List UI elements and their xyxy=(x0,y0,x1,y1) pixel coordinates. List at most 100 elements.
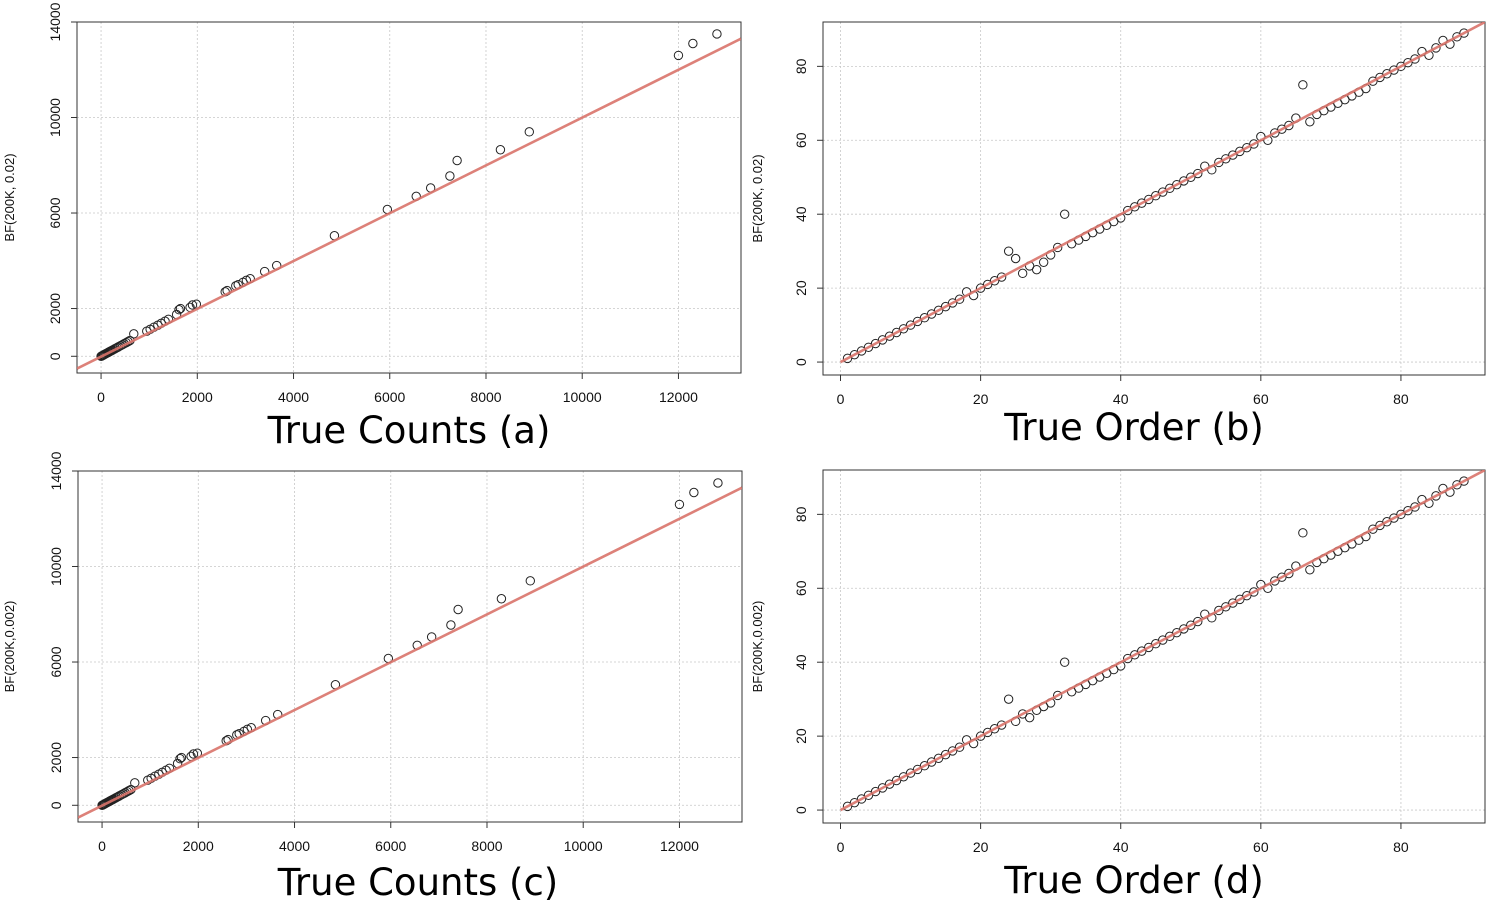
data-point xyxy=(1431,43,1441,53)
plot-frame xyxy=(822,21,1486,376)
plot-frame xyxy=(76,21,742,374)
x-tick-label: 0 xyxy=(97,389,105,405)
x-tick-label: 6000 xyxy=(375,838,406,854)
data-point xyxy=(452,155,462,166)
fit-line xyxy=(77,37,741,370)
data-point xyxy=(713,478,723,488)
data-point xyxy=(1431,491,1441,501)
data-point xyxy=(1459,476,1469,486)
x-tick-label: 0 xyxy=(98,838,106,854)
x-tick-label: 10000 xyxy=(564,838,603,854)
y-tick-label: 60 xyxy=(793,580,809,596)
x-axis-caption: True Order (d) xyxy=(1003,859,1264,902)
y-tick-label: 20 xyxy=(793,728,809,744)
plot-d: 0 20 40 60 80 0 20 40 60 80 BF(200K,0.002) True Ord… xyxy=(750,469,1486,902)
y-tick-label: 60 xyxy=(793,132,809,148)
y-tick-label: 80 xyxy=(793,506,809,522)
y-axis-label: BF(200K, 0.02) xyxy=(2,153,17,241)
x-axis-caption: True Order (b) xyxy=(1003,406,1264,449)
x-tick-label: 20 xyxy=(973,839,989,855)
fit-line xyxy=(839,22,1485,364)
data-point xyxy=(712,29,722,39)
data-point xyxy=(446,620,456,630)
plot-frame xyxy=(77,470,743,823)
data-point xyxy=(1017,268,1028,279)
data-point xyxy=(1305,565,1315,575)
data-point xyxy=(1410,54,1420,64)
y-tick-label: 0 xyxy=(48,801,64,809)
y-tick-label: 0 xyxy=(793,358,809,366)
data-point xyxy=(1052,242,1063,253)
y-tick-label: 40 xyxy=(793,654,809,670)
x-tick-label: 8000 xyxy=(470,389,501,405)
data-point xyxy=(1003,246,1014,256)
y-tick-label: 80 xyxy=(793,58,809,74)
data-point xyxy=(996,720,1007,730)
data-point xyxy=(996,272,1007,282)
data-point xyxy=(1010,253,1021,264)
data-point xyxy=(130,778,140,788)
data-point xyxy=(453,604,463,615)
data-point xyxy=(524,127,534,137)
plot-a: 0 2000 4000 6000 8000 10000 12000 0 2000 6000 1000… xyxy=(2,2,742,452)
data-point xyxy=(688,38,698,49)
data-point xyxy=(1249,139,1259,149)
data-point xyxy=(1284,120,1294,131)
x-tick-label: 12000 xyxy=(659,389,698,405)
y-tick-label: 6000 xyxy=(47,197,63,228)
y-tick-label: 10000 xyxy=(48,547,64,586)
data-point xyxy=(1249,587,1259,597)
y-tick-label: 14000 xyxy=(48,451,64,490)
data-point xyxy=(1193,616,1203,627)
data-point xyxy=(496,594,507,604)
y-axis-label: BF(200K, 0.02) xyxy=(750,154,765,242)
data-point xyxy=(188,749,199,759)
x-tick-label: 60 xyxy=(1253,391,1269,407)
x-tick-label: 20 xyxy=(973,391,989,407)
data-point xyxy=(1298,80,1308,90)
data-point xyxy=(1052,690,1063,701)
data-point xyxy=(1410,502,1420,512)
plot-data-area xyxy=(839,22,1485,364)
x-tick-label: 0 xyxy=(837,839,845,855)
plot-b: 0 20 40 60 80 0 20 40 60 80 BF(200K, 0.02) True Ord… xyxy=(750,21,1486,449)
data-point xyxy=(445,171,455,181)
data-point xyxy=(674,499,685,510)
x-tick-label: 6000 xyxy=(374,389,405,405)
data-point xyxy=(1284,568,1294,579)
y-tick-label: 20 xyxy=(793,280,809,296)
y-axis-label: BF(200K,0.002) xyxy=(750,601,765,693)
data-point xyxy=(175,754,185,764)
y-axis-label: BF(200K,0.002) xyxy=(2,601,17,693)
data-point xyxy=(1059,657,1070,667)
x-axis-caption: True Counts (c) xyxy=(277,861,558,904)
x-tick-label: 2000 xyxy=(182,389,213,405)
x-tick-label: 60 xyxy=(1253,839,1269,855)
data-point xyxy=(1003,694,1014,704)
data-point xyxy=(1059,209,1070,219)
y-tick-label: 0 xyxy=(793,806,809,814)
data-point xyxy=(1024,712,1035,723)
y-tick-label: 14000 xyxy=(47,2,63,41)
x-tick-label: 4000 xyxy=(278,389,309,405)
data-point xyxy=(1298,528,1308,538)
data-point xyxy=(525,576,535,586)
x-tick-label: 0 xyxy=(837,391,845,407)
data-point xyxy=(954,742,965,752)
data-point xyxy=(689,487,699,498)
data-point xyxy=(495,145,506,155)
y-tick-label: 2000 xyxy=(47,293,63,324)
data-point xyxy=(129,329,139,339)
x-tick-label: 80 xyxy=(1393,391,1409,407)
x-tick-label: 40 xyxy=(1113,391,1129,407)
x-tick-label: 10000 xyxy=(563,389,602,405)
plot-data-area xyxy=(78,478,742,819)
y-tick-label: 2000 xyxy=(48,742,64,773)
x-tick-label: 80 xyxy=(1393,839,1409,855)
x-axis-caption: True Counts (a) xyxy=(267,409,551,452)
plot-data-area xyxy=(77,29,741,370)
data-point xyxy=(673,50,684,61)
fit-line xyxy=(78,486,742,819)
data-point xyxy=(176,752,187,763)
